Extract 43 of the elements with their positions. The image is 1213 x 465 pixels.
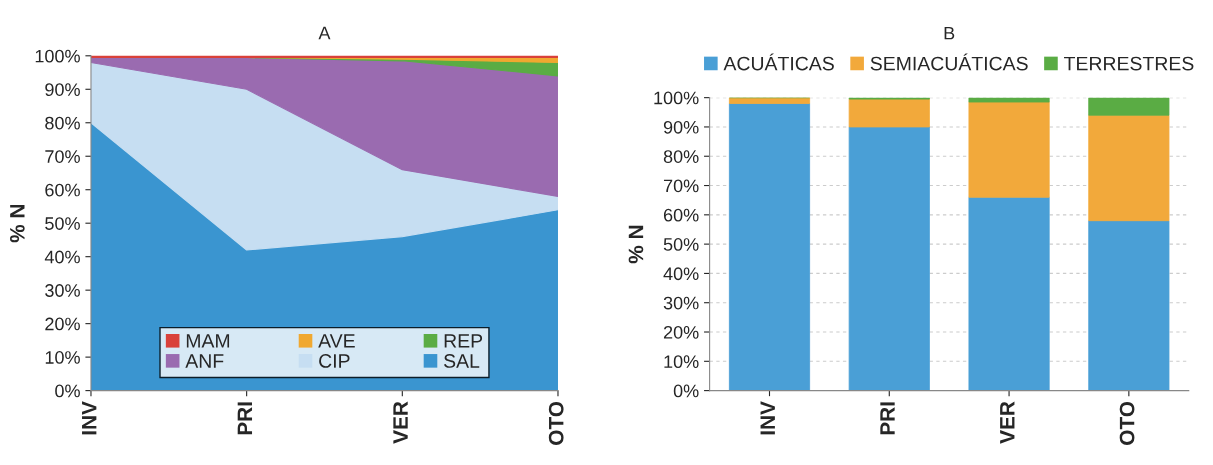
legend-label: ACUÁTICAS (723, 53, 834, 71)
y-tick-label: 100% (654, 91, 699, 105)
y-tick-label: 20% (663, 325, 699, 339)
legend-label: CIP (319, 354, 350, 368)
y-tick-label: 20% (45, 317, 80, 331)
x-tick-label: OTO (1119, 401, 1135, 445)
legend-label: REP (444, 334, 483, 348)
x-tick-label: INV (82, 401, 97, 435)
y-tick-label: 80% (663, 150, 699, 163)
y-tick-label: 60% (45, 183, 80, 197)
x-tick-label: INV (760, 401, 775, 435)
legend-label: TERRESTRES (1064, 56, 1194, 71)
legend-label: ANF (185, 354, 224, 368)
y-tick-label: 40% (44, 250, 80, 264)
x-tick-label: PRI (880, 402, 895, 435)
y-tick-label: 10% (664, 355, 699, 369)
y-axis-title: % N (10, 204, 25, 243)
y-tick-label: 90% (663, 120, 699, 134)
y-tick-label: 90% (45, 83, 80, 96)
x-tick-label: PRI (237, 402, 253, 435)
legend-label: AVE (318, 334, 355, 348)
legend-label: MAM (186, 334, 230, 348)
chart-title: A (318, 26, 331, 40)
x-tick-label: OTO (548, 401, 564, 445)
y-tick-label: 40% (663, 267, 699, 281)
y-tick-label: 10% (45, 351, 80, 364)
x-tick-label: VER (393, 401, 408, 444)
y-tick-label: 30% (663, 296, 699, 310)
x-tick-label: VER (1000, 401, 1015, 444)
y-tick-label: 70% (45, 150, 80, 163)
y-tick-label: 100% (35, 49, 80, 63)
y-axis-title: % N (628, 225, 644, 264)
y-tick-label: 50% (45, 217, 80, 230)
y-tick-label: 0% (55, 384, 80, 398)
y-tick-label: 80% (45, 116, 80, 130)
legend-label: SEMIACUÁTICAS (870, 53, 1028, 71)
legend-label: SAL (444, 354, 480, 368)
y-tick-label: 50% (663, 238, 699, 251)
y-tick-label: 70% (663, 179, 699, 193)
y-tick-label: 0% (673, 384, 699, 398)
y-tick-label: 30% (45, 284, 80, 297)
y-tick-label: 60% (663, 208, 699, 222)
chart-title: B (944, 26, 955, 40)
